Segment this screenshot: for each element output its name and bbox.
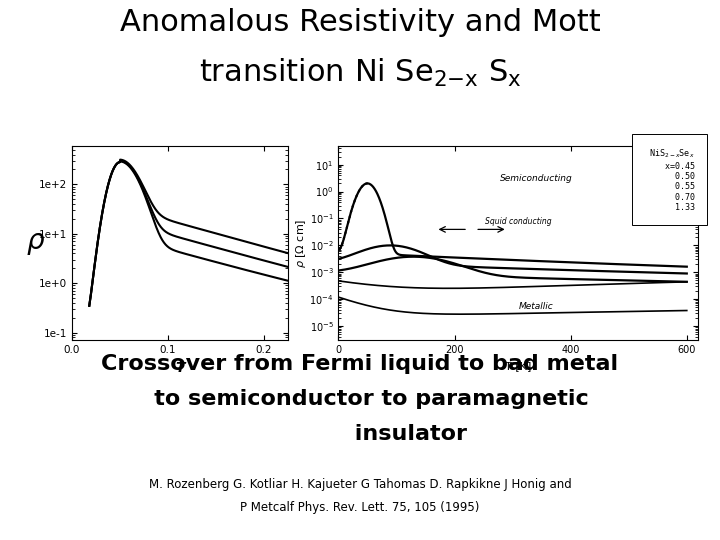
Text: transition Ni Se$_{2\mathregular{-x}}$ S$_\mathregular{x}$: transition Ni Se$_{2\mathregular{-x}}$ S… [199, 57, 521, 89]
Text: P Metcalf Phys. Rev. Lett. 75, 105 (1995): P Metcalf Phys. Rev. Lett. 75, 105 (1995… [240, 501, 480, 514]
Text: $\rho$: $\rho$ [27, 229, 45, 257]
Text: Crossover from Fermi liquid to bad metal: Crossover from Fermi liquid to bad metal [102, 354, 618, 374]
Text: to semiconductor to paramagnetic: to semiconductor to paramagnetic [131, 389, 589, 409]
Text: Squid conducting: Squid conducting [485, 217, 552, 226]
Text: Anomalous Resistivity and Mott: Anomalous Resistivity and Mott [120, 8, 600, 37]
Text: NiS$_{2-x}$Se$_x$
  x=0.45
      0.50
      0.55
      0.70
      1.33: NiS$_{2-x}$Se$_x$ x=0.45 0.50 0.55 0.70 … [645, 148, 695, 212]
Text: insulator: insulator [253, 424, 467, 444]
Text: Semiconducting: Semiconducting [500, 174, 573, 183]
X-axis label: T [K]: T [K] [505, 361, 531, 370]
Text: M. Rozenberg G. Kotliar H. Kajueter G Tahomas D. Rapkikne J Honig and: M. Rozenberg G. Kotliar H. Kajueter G Ta… [148, 478, 572, 491]
Y-axis label: $\rho$ [$\Omega$ cm]: $\rho$ [$\Omega$ cm] [294, 218, 308, 268]
Text: Metallic: Metallic [519, 302, 554, 311]
X-axis label: T: T [175, 361, 185, 375]
